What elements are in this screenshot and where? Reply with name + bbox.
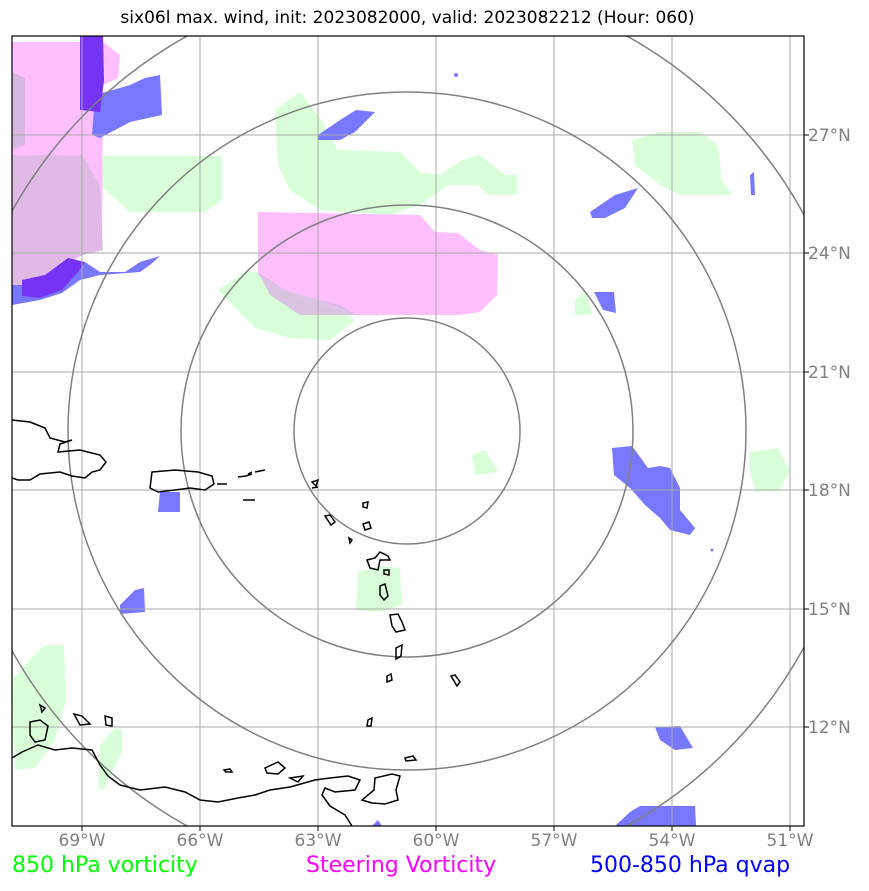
coastline-south-america [12,744,362,826]
vorticity-area [275,92,517,215]
lon-tick-label: 69°W [59,831,106,851]
lon-tick-label: 57°W [531,831,578,851]
lat-tick-labels: 27°N 24°N 21°N 18°N 15°N 12°N [808,126,851,738]
vorticity-area [472,450,498,475]
overlap-area [12,155,103,295]
lon-tick-label: 54°W [649,831,696,851]
lat-tick-label: 15°N [808,600,851,620]
qvap-area [92,75,162,138]
overlap-area [258,272,357,315]
vorticity-area [98,728,122,790]
coastline-martinique [389,613,407,633]
lat-tick-label: 12°N [808,718,851,738]
range-ring [293,317,521,545]
lon-tick-label: 63°W [295,831,342,851]
lon-tick-labels: 69°W 66°W 63°W 60°W 57°W 54°W 51°W [59,831,814,851]
qvap-area [750,172,755,195]
qvap-steering-overlap [22,36,104,298]
lat-tick-label: 27°N [808,126,851,146]
qvap-area [594,292,616,313]
vorticity-area [356,566,402,612]
lon-tick-label: 51°W [767,831,814,851]
coastline-barbados [449,674,461,688]
overlap-dark-area [80,36,104,112]
overlap-area [12,72,25,150]
coastline-puerto-rico [149,469,215,493]
qvap-area [372,820,382,826]
vorticity-area [750,448,790,492]
qvap-area [120,588,145,614]
qvap-area [590,188,638,218]
vorticity-area [632,132,732,195]
coastline-dominica [379,582,389,602]
chart-title: six06l max. wind, init: 2023082000, vali… [120,8,695,28]
range-ring [12,36,804,826]
qvap-area [318,110,375,140]
legend-vorticity: 850 hPa vorticity [12,853,198,878]
steering-edge [12,72,25,150]
qvap-area [158,492,180,512]
vorticity-area [12,645,66,770]
vorticity-area [575,292,592,315]
lat-tick-label: 24°N [808,244,851,264]
range-rings [12,36,804,826]
coastline-guadeloupe [366,551,392,571]
lat-tick-label: 21°N [808,363,851,383]
range-ring [67,91,747,771]
qvap-layer [12,73,755,826]
plot-frame [11,35,805,827]
coastline-trinidad [360,773,401,805]
vorticity-850-layer [12,92,790,790]
coastline-st-lucia [395,643,403,661]
overlap-layer [12,155,357,315]
lon-tick-label: 66°W [177,831,224,851]
legend-steering-vorticity: Steering Vorticity [306,853,497,878]
coastlines [12,419,461,826]
lon-tick-label: 60°W [413,831,460,851]
lat-tick-label: 18°N [808,481,851,501]
overlap-dark-area [22,258,85,298]
legend-qvap: 500-850 hPa qvap [590,853,791,878]
range-ring [180,204,634,658]
qvap-area [655,726,693,750]
coastline-hispaniola [12,419,107,481]
vorticity-area [82,156,222,212]
tick-marks [81,134,809,831]
graticule [12,36,804,826]
